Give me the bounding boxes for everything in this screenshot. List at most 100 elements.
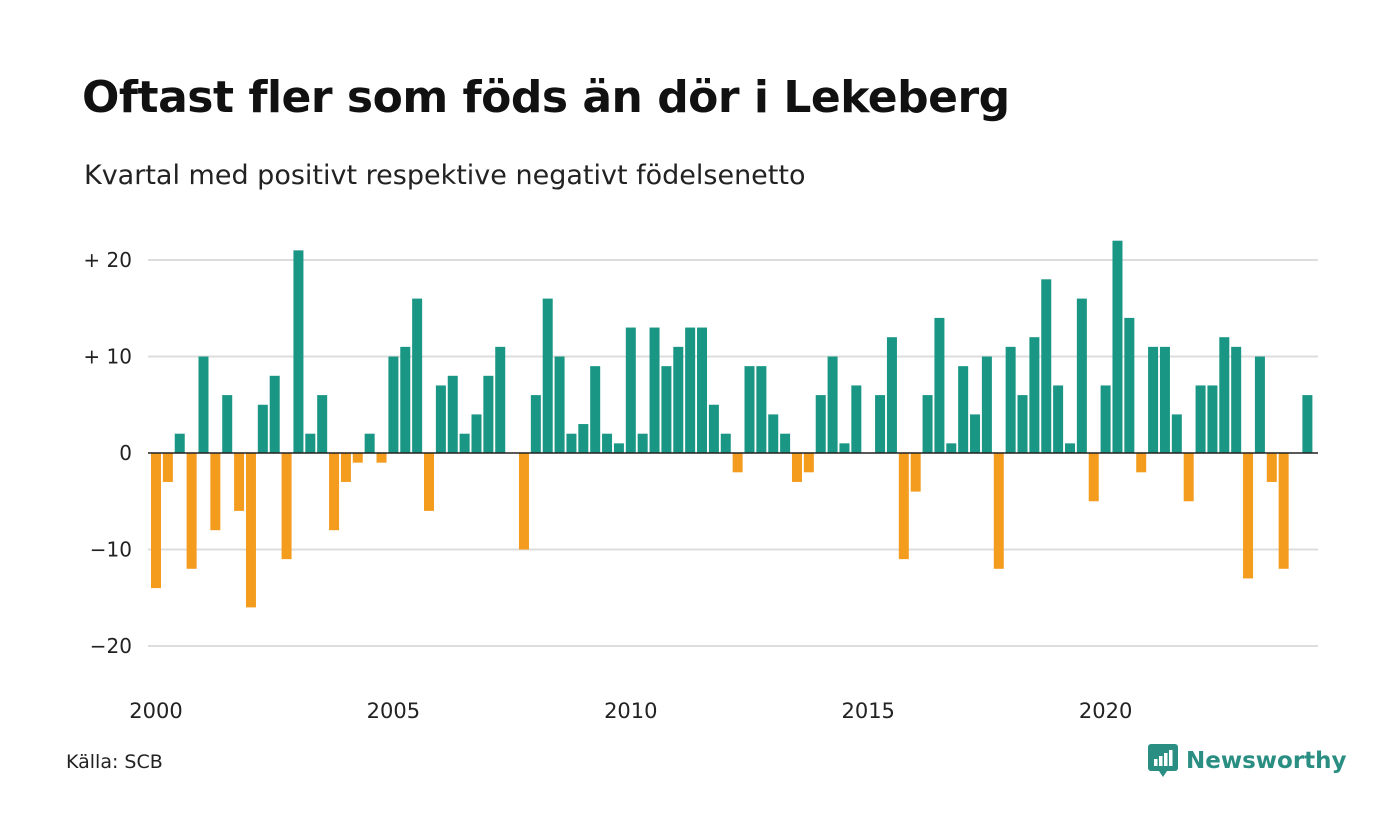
bar <box>981 356 992 453</box>
bar <box>186 453 197 569</box>
bar <box>1112 240 1123 453</box>
source-note: Källa: SCB <box>66 751 163 773</box>
bar <box>542 298 553 453</box>
x-tick-label: 2010 <box>604 699 657 723</box>
bar <box>174 433 185 453</box>
bar <box>1029 337 1040 453</box>
bar <box>602 433 613 453</box>
bar <box>518 453 529 550</box>
bar <box>1207 385 1218 453</box>
bar <box>673 346 684 453</box>
bar <box>495 346 506 453</box>
bar <box>554 356 565 453</box>
bar <box>1278 453 1289 569</box>
bar <box>1005 346 1016 453</box>
bar <box>744 366 755 453</box>
bar <box>685 327 696 453</box>
bar <box>317 395 328 453</box>
bar <box>1266 453 1277 482</box>
chart-title: Oftast fler som föds än dör i Lekeberg <box>82 72 1010 123</box>
bar <box>1053 385 1064 453</box>
bar <box>447 375 458 453</box>
bar <box>1100 385 1111 453</box>
bar <box>898 453 909 560</box>
bar <box>400 346 411 453</box>
bar <box>245 453 256 608</box>
y-tick-label: −20 <box>90 634 132 658</box>
bar <box>851 385 862 453</box>
bar <box>1231 346 1242 453</box>
bar <box>435 385 446 453</box>
y-tick-label: 0 <box>119 441 132 465</box>
bar <box>1302 395 1313 453</box>
bar <box>613 443 624 453</box>
bar <box>732 453 743 473</box>
bar <box>637 433 648 453</box>
x-tick-label: 2020 <box>1079 699 1132 723</box>
bar <box>780 433 791 453</box>
bar <box>1136 453 1147 473</box>
bar <box>1219 337 1230 453</box>
bar <box>257 404 268 453</box>
bar <box>1148 346 1159 453</box>
bar <box>198 356 209 453</box>
bar <box>590 366 601 453</box>
bar <box>815 395 826 453</box>
bar <box>483 375 494 453</box>
bar <box>352 453 363 463</box>
bar <box>886 337 897 453</box>
y-tick-label: + 20 <box>83 248 132 272</box>
chart-subtitle: Kvartal med positivt respektive negativt… <box>84 160 806 191</box>
bar <box>530 395 541 453</box>
bar <box>578 424 589 453</box>
bar <box>1243 453 1254 579</box>
bar <box>697 327 708 453</box>
bar <box>281 453 292 560</box>
bar <box>768 414 779 453</box>
bar <box>803 453 814 473</box>
bar <box>946 443 957 453</box>
newsworthy-logo-icon <box>1148 744 1178 777</box>
bar <box>424 453 435 511</box>
bar <box>1254 356 1265 453</box>
bar <box>993 453 1004 569</box>
bar <box>756 366 767 453</box>
bar <box>922 395 933 453</box>
bar <box>222 395 233 453</box>
bar <box>305 433 316 453</box>
y-axis-ticks: + 20 + 10 0 −10 −20 <box>83 248 132 658</box>
bar <box>958 366 969 453</box>
bar <box>1195 385 1206 453</box>
bar <box>1159 346 1170 453</box>
bar <box>459 433 470 453</box>
bar <box>708 404 719 453</box>
bar <box>625 327 636 453</box>
bar <box>649 327 660 453</box>
bar <box>329 453 340 531</box>
bar <box>388 356 399 453</box>
y-tick-label: + 10 <box>83 345 132 369</box>
bar <box>1124 317 1135 453</box>
bar <box>210 453 221 531</box>
bar <box>839 443 850 453</box>
bar <box>471 414 482 453</box>
bar <box>234 453 245 511</box>
x-tick-label: 2005 <box>367 699 420 723</box>
bar <box>1088 453 1099 502</box>
bar <box>1017 395 1028 453</box>
bar <box>1171 414 1182 453</box>
bar <box>293 250 304 453</box>
bar <box>791 453 802 482</box>
bar <box>1076 298 1087 453</box>
bar <box>162 453 173 482</box>
bar <box>364 433 375 453</box>
brand-logo: Newsworthy <box>1148 744 1347 778</box>
bar <box>910 453 921 492</box>
bar <box>269 375 280 453</box>
x-tick-label: 2015 <box>841 699 894 723</box>
bar <box>151 453 161 589</box>
bar <box>875 395 886 453</box>
y-tick-label: −10 <box>90 538 132 562</box>
bar <box>1183 453 1194 502</box>
